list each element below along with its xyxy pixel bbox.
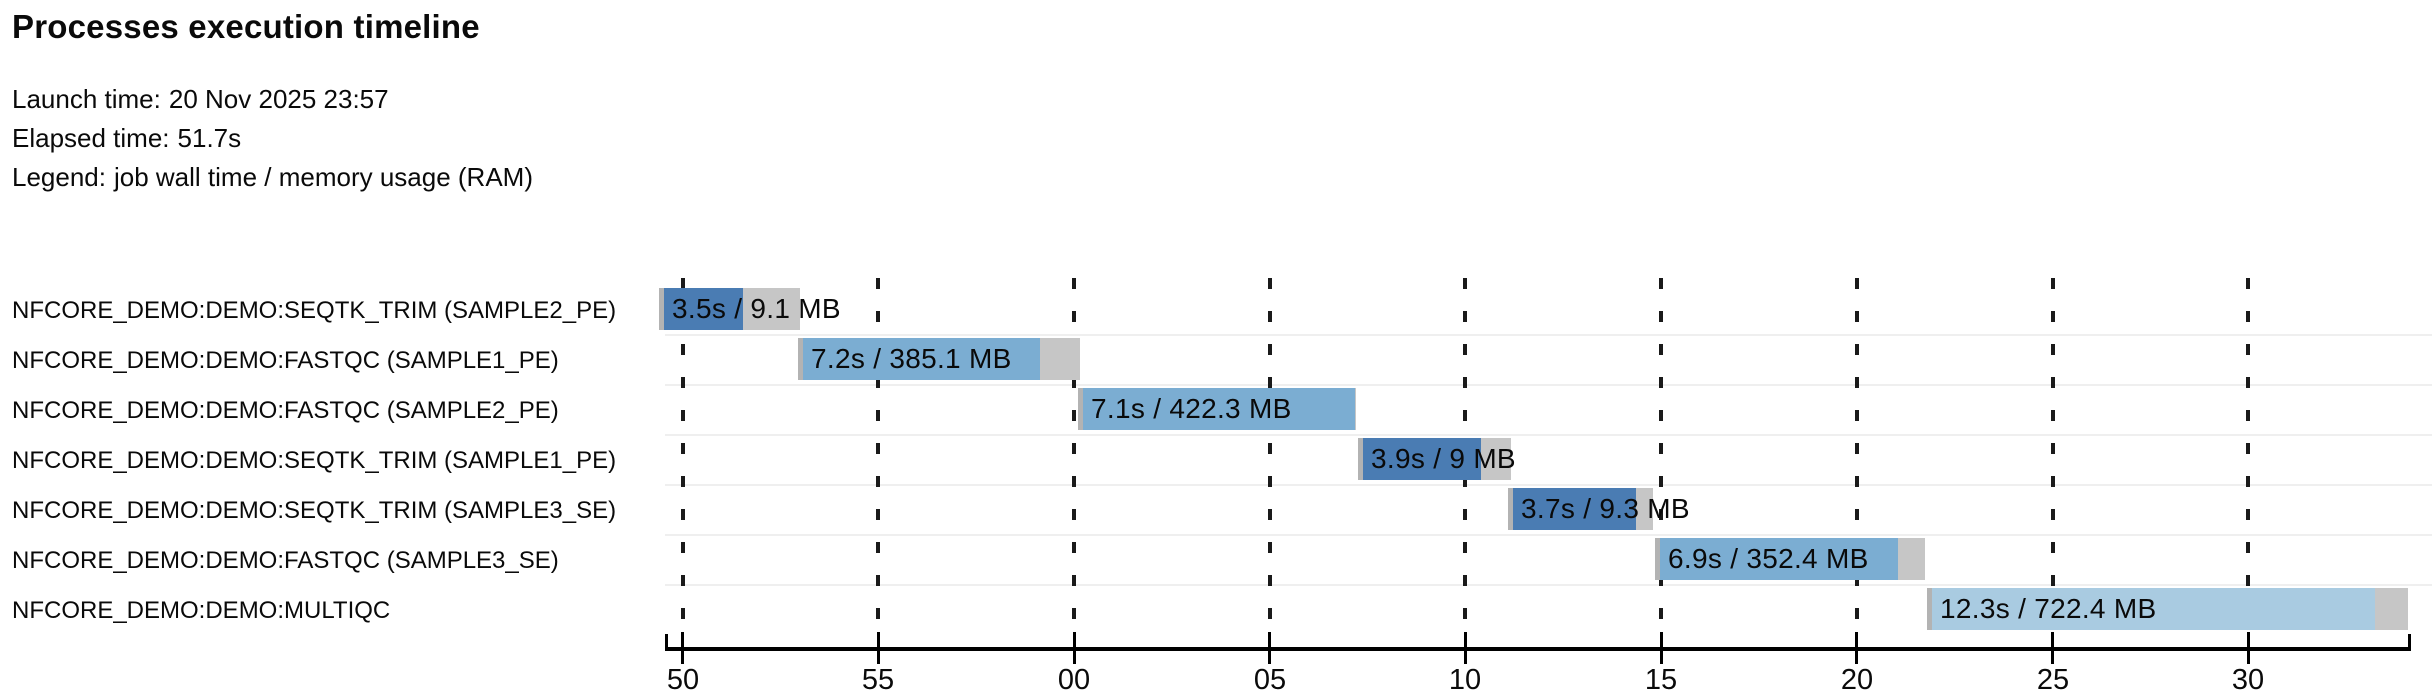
- row-separator: [665, 334, 2432, 336]
- row-separator: [665, 484, 2432, 486]
- grid-line: [680, 278, 685, 634]
- launch-time-value: 20 Nov 2025 23:57: [168, 84, 389, 114]
- axis-tick: [1268, 632, 1271, 664]
- task-bar-label: 6.9s / 352.4 MB: [1668, 543, 1869, 574]
- row-separator: [665, 534, 2432, 536]
- axis-tick: [1464, 632, 1467, 664]
- grid-line: [1072, 278, 1076, 634]
- page-title: Processes execution timeline: [12, 8, 480, 45]
- launch-time-label: Launch time:: [12, 84, 161, 114]
- task-bar[interactable]: [1078, 388, 1356, 430]
- elapsed-time-label: Elapsed time:: [12, 123, 170, 153]
- process-label: NFCORE_DEMO:DEMO:SEQTK_TRIM (SAMPLE1_PE): [12, 447, 617, 474]
- task-bar[interactable]: [1508, 488, 1653, 530]
- process-label: NFCORE_DEMO:DEMO:FASTQC (SAMPLE3_SE): [12, 547, 559, 574]
- axis-tick: [2247, 632, 2250, 664]
- axis-tick-label: 00: [1057, 664, 1091, 696]
- launch-time-line: Launch time: 20 Nov 2025 23:57: [12, 84, 389, 115]
- task-bar-overhead: [1481, 438, 1511, 480]
- row-separator: [665, 584, 2432, 586]
- task-bar-overhead: [1040, 338, 1080, 380]
- axis-tick-label: 50: [666, 664, 700, 696]
- axis-tick: [1855, 632, 1858, 664]
- process-label: NFCORE_DEMO:DEMO:FASTQC (SAMPLE2_PE): [12, 397, 559, 424]
- legend-line: Legend: job wall time / memory usage (RAM…: [12, 162, 533, 193]
- task-bar-run: [1660, 538, 1898, 580]
- task-bar-label: 3.9s / 9 MB: [1371, 443, 1516, 474]
- axis-tick: [877, 632, 880, 664]
- task-bar-run: [1513, 488, 1636, 530]
- axis-tick-label: 20: [1840, 664, 1874, 696]
- process-label: NFCORE_DEMO:DEMO:SEQTK_TRIM (SAMPLE3_SE): [12, 497, 617, 524]
- task-bar-label: 7.2s / 385.1 MB: [811, 343, 1012, 374]
- grid-line: [1267, 278, 1272, 634]
- elapsed-time-line: Elapsed time: 51.7s: [12, 123, 241, 154]
- axis-endcap: [665, 634, 668, 651]
- axis-tick: [681, 632, 684, 664]
- axis-tick-label: 55: [861, 664, 895, 696]
- axis-tick-label: 05: [1253, 664, 1287, 696]
- axis-tick: [2051, 632, 2054, 664]
- task-bar-overhead: [1355, 388, 1356, 430]
- task-bar[interactable]: [659, 288, 800, 330]
- grid-line: [1854, 278, 1859, 634]
- axis-tick: [1073, 632, 1076, 664]
- task-bar-run: [1083, 388, 1355, 430]
- task-bar-label: 3.5s / 9.1 MB: [672, 293, 841, 324]
- task-bar-overhead: [743, 288, 800, 330]
- legend-label: Legend:: [12, 162, 106, 192]
- task-bar-overhead: [1898, 538, 1925, 580]
- elapsed-time-value: 51.7s: [177, 123, 242, 153]
- task-bar-overhead: [1636, 488, 1653, 530]
- task-submit-sliver: [1508, 488, 1513, 530]
- task-bar[interactable]: [1655, 538, 1925, 580]
- task-submit-sliver: [1078, 388, 1083, 430]
- grid-line: [876, 278, 881, 634]
- task-bar[interactable]: [798, 338, 1080, 380]
- task-bar-label: 3.7s / 9.3 MB: [1521, 493, 1690, 524]
- axis-tick-label: 15: [1644, 664, 1678, 696]
- task-bar[interactable]: [1358, 438, 1511, 480]
- task-submit-sliver: [1358, 438, 1363, 480]
- axis-tick-label: 30: [2231, 664, 2265, 696]
- axis-tick: [1660, 632, 1663, 664]
- task-bar[interactable]: [1927, 588, 2408, 630]
- task-bar-run: [1932, 588, 2375, 630]
- grid-line: [1659, 278, 1664, 634]
- task-submit-sliver: [798, 338, 803, 380]
- row-separator: [665, 384, 2432, 386]
- process-label: NFCORE_DEMO:DEMO:SEQTK_TRIM (SAMPLE2_PE): [12, 297, 617, 324]
- task-bar-run: [803, 338, 1040, 380]
- legend-value: job wall time / memory usage (RAM): [113, 162, 533, 192]
- task-bar-run: [664, 288, 743, 330]
- row-separator: [665, 434, 2432, 436]
- task-bar-label: 7.1s / 422.3 MB: [1091, 393, 1292, 424]
- axis-line: [665, 647, 2411, 651]
- task-bar-label: 12.3s / 722.4 MB: [1940, 593, 2157, 624]
- task-bar-run: [1363, 438, 1481, 480]
- process-label: NFCORE_DEMO:DEMO:MULTIQC: [12, 597, 391, 624]
- axis-tick-label: 25: [2036, 664, 2070, 696]
- grid-line: [2050, 278, 2055, 634]
- axis-tick-label: 10: [1448, 664, 1482, 696]
- task-submit-sliver: [1655, 538, 1660, 580]
- task-submit-sliver: [659, 288, 664, 330]
- axis-endcap: [2408, 634, 2411, 651]
- task-submit-sliver: [1927, 588, 1932, 630]
- task-bar-overhead: [2375, 588, 2408, 630]
- grid-line: [2246, 278, 2251, 634]
- process-label: NFCORE_DEMO:DEMO:FASTQC (SAMPLE1_PE): [12, 347, 559, 374]
